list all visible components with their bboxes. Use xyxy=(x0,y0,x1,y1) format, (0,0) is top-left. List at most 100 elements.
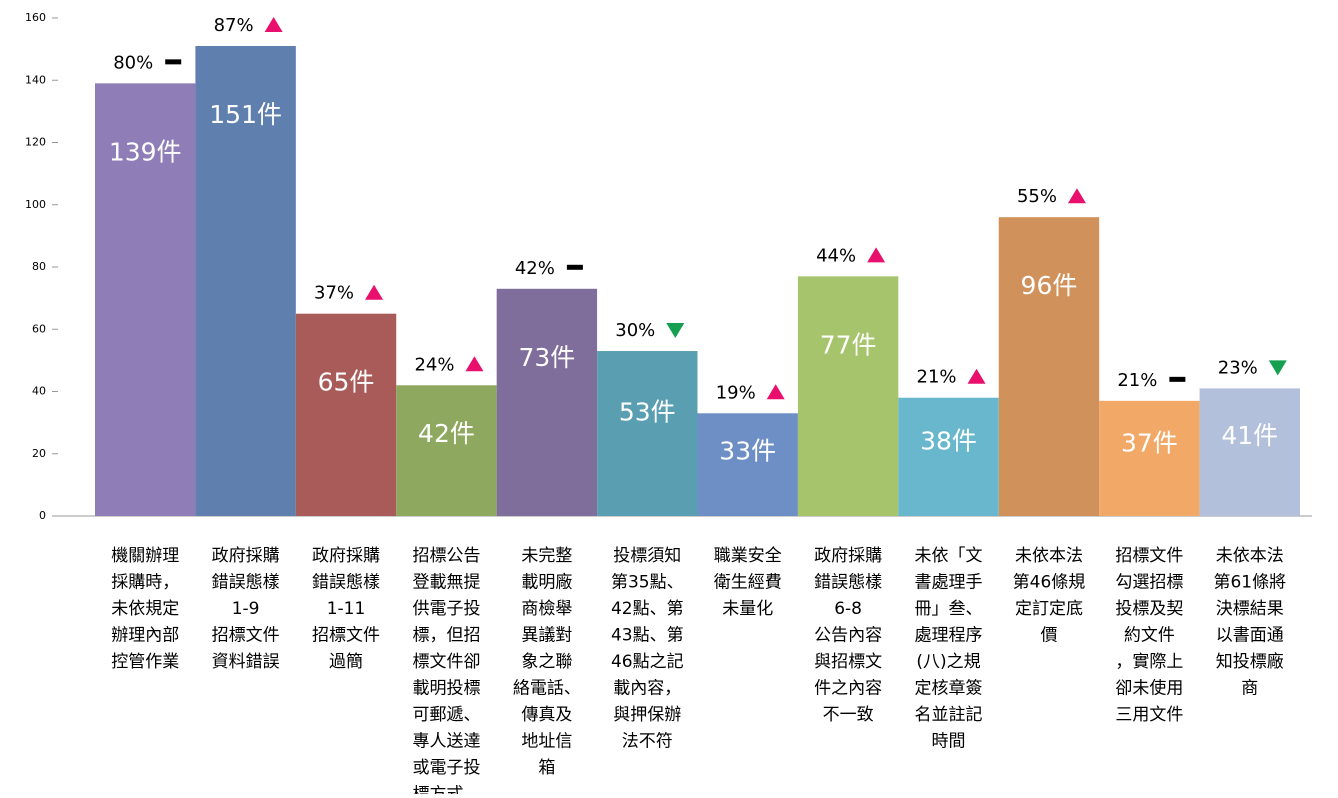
x-tick-label: 投標須知 xyxy=(613,546,681,566)
x-tick-label: 43點、第 xyxy=(611,626,684,646)
x-tick-label: 招標文件 xyxy=(312,626,380,646)
trend-down xyxy=(1268,360,1287,376)
bar xyxy=(1199,388,1300,516)
percent-label: 80% xyxy=(113,52,153,73)
x-tick-label: 標，但招 xyxy=(412,626,480,646)
trend-up xyxy=(967,368,986,384)
x-tick-label: 商 xyxy=(1241,679,1258,699)
percent-label: 37% xyxy=(314,283,354,304)
percent-label: 55% xyxy=(1017,186,1057,207)
x-tick-label: 書處理手 xyxy=(915,573,983,593)
x-tick-label: 異議對 xyxy=(521,626,572,646)
x-tick-label: 不一致 xyxy=(823,705,874,725)
x-tick-label: 採購時， xyxy=(111,573,179,593)
x-tick-label: 控管作業 xyxy=(111,652,179,672)
x-tick-label: 1-11 xyxy=(327,599,366,619)
value-label: 53件 xyxy=(619,398,676,427)
y-tick-label: 100 xyxy=(25,198,46,211)
y-tick-label: 140 xyxy=(25,73,46,86)
x-tick-label: 第46條規 xyxy=(1013,573,1086,593)
x-tick-label: 未依規定 xyxy=(111,599,179,619)
value-label: 151件 xyxy=(209,100,282,129)
percent-label: 21% xyxy=(917,367,957,388)
x-tick-label: 專人送達 xyxy=(412,732,480,752)
x-tick-label: (八)之規 xyxy=(916,652,980,672)
y-tick-label: 0 xyxy=(39,509,46,522)
x-tick-label: 投標及契 xyxy=(1115,599,1183,619)
value-label: 41件 xyxy=(1221,421,1278,450)
bar xyxy=(496,288,598,516)
x-tick-label: 未依本法 xyxy=(1015,546,1083,566)
x-tick-label: 未依本法 xyxy=(1216,546,1284,566)
x-tick-label: 知投標廠 xyxy=(1216,651,1284,672)
bar xyxy=(697,413,798,516)
x-tick-label: 錯誤態樣 xyxy=(212,573,280,593)
x-tick-label: 1-9 xyxy=(232,599,260,619)
percent-label: 24% xyxy=(414,354,454,375)
value-label: 65件 xyxy=(318,368,375,397)
x-tick-label: 或電子投 xyxy=(412,758,480,778)
x-tick-label: 可郵遞、 xyxy=(412,705,480,725)
x-tick-label: 供電子投 xyxy=(412,599,480,619)
x-tick-label: 載內容， xyxy=(613,679,681,699)
bar xyxy=(998,217,1100,516)
x-tick-label: 資料錯誤 xyxy=(212,652,280,672)
value-label: 139件 xyxy=(109,137,182,166)
bar xyxy=(797,276,899,516)
x-tick-label: 6-8 xyxy=(834,599,862,619)
y-tick-label: 20 xyxy=(32,447,46,460)
percent-label: 44% xyxy=(816,245,856,266)
x-tick-label: 未完整 xyxy=(521,546,572,566)
x-tick-label: 政府採購 xyxy=(814,546,882,566)
x-tick-label: 冊」叁、 xyxy=(915,599,983,619)
bar xyxy=(597,351,698,516)
x-tick-label: 登載無提 xyxy=(412,573,480,593)
x-tick-label: 42點、第 xyxy=(611,599,684,619)
bar xyxy=(195,46,296,516)
x-tick-label: 第61條將 xyxy=(1213,573,1286,593)
value-label: 33件 xyxy=(719,436,776,465)
x-tick-label: 過簡 xyxy=(329,652,363,672)
x-tick-label: 箱 xyxy=(538,758,555,778)
trend-up xyxy=(264,17,283,33)
percent-label: 21% xyxy=(1117,370,1157,391)
trend-up xyxy=(465,356,484,372)
x-tick-label: 地址信 xyxy=(521,732,572,752)
x-tick-label: 件之內容 xyxy=(814,679,882,699)
x-tick-label: 處理程序 xyxy=(915,626,983,646)
x-tick-label: 未依「文 xyxy=(915,546,983,566)
bar xyxy=(295,313,397,516)
x-tick-label: 法不符 xyxy=(622,732,673,752)
x-tick-label: 決標結果 xyxy=(1216,599,1284,619)
x-tick-label: ，實際上 xyxy=(1115,652,1183,672)
x-tick-label: 標文件卻 xyxy=(412,652,480,672)
x-tick-label: 46點之記 xyxy=(611,652,684,672)
x-tick-label: 載明廠 xyxy=(521,572,572,593)
x-tick-label: 定訂定底 xyxy=(1015,599,1083,619)
x-tick-label: 未量化 xyxy=(722,599,773,619)
bar xyxy=(898,397,999,516)
x-tick-label: 約文件 xyxy=(1124,626,1175,646)
bar xyxy=(95,83,196,517)
y-tick-label: 80 xyxy=(32,260,46,273)
x-tick-label: 第35點、 xyxy=(611,573,684,593)
trend-flat xyxy=(566,264,583,270)
x-tick-label: 政府採購 xyxy=(312,546,380,566)
x-tick-label: 與押保辦 xyxy=(613,705,681,725)
percent-label: 23% xyxy=(1218,357,1258,378)
x-tick-label: 象之聯 xyxy=(521,652,572,672)
x-tick-label: 政府採購 xyxy=(212,546,280,566)
x-tick-label: 職業安全 xyxy=(714,546,782,566)
y-tick-label: 60 xyxy=(32,322,46,335)
x-tick-label: 三用文件 xyxy=(1115,705,1183,725)
x-tick-label: 機關辦理 xyxy=(111,546,179,566)
trend-flat xyxy=(1169,376,1186,382)
x-tick-label: 與招標文 xyxy=(814,652,882,672)
y-tick-label: 160 xyxy=(25,11,46,24)
x-tick-label: 錯誤態樣 xyxy=(814,573,882,593)
x-tick-label: 名並註記 xyxy=(915,705,983,725)
trend-up xyxy=(867,247,886,263)
x-tick-label: 以書面通 xyxy=(1216,626,1284,646)
x-tick-label: 公告內容 xyxy=(814,626,882,646)
